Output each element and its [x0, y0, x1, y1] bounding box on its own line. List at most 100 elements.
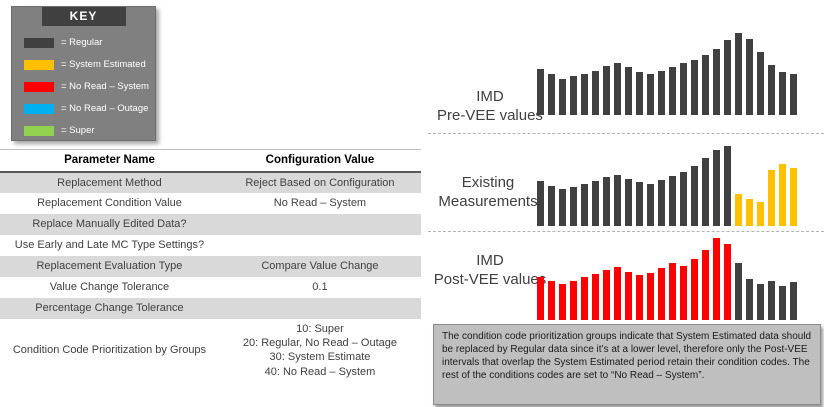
bar-no_read_system [603, 269, 610, 320]
param-cell: Use Early and Late MC Type Settings? [14, 239, 205, 252]
value-cell: 10: Super 20: Regular, No Read – Outage … [242, 322, 397, 378]
no-read-outage-swatch [24, 103, 54, 114]
bar-regular [658, 180, 665, 226]
bar-regular [581, 74, 588, 115]
value-cell [219, 298, 421, 319]
legend-item-system-estimated: = System Estimated [12, 59, 155, 70]
legend-item-regular: = Regular [12, 37, 155, 48]
table-row: Replacement Condition Value No Read – Sy… [0, 193, 421, 214]
bar-regular [537, 181, 544, 226]
bar-system_estimated [768, 170, 775, 226]
bar-regular [757, 51, 764, 115]
bar-no_read_system [625, 271, 632, 320]
table-row: Value Change Tolerance 0.1 [0, 277, 421, 298]
bar-regular [548, 74, 555, 115]
bar-no_read_system [713, 238, 720, 320]
bar-regular [636, 182, 643, 226]
bar-regular [570, 76, 577, 115]
bar-regular [570, 186, 577, 226]
bar-regular [779, 71, 786, 115]
param-cell: Replacement Evaluation Type [36, 260, 183, 273]
chart-label-existing-measurements: Existing Measurements [438, 174, 538, 210]
bar-no_read_system [537, 277, 544, 320]
value-cell: Reject Based on Configuration [245, 176, 395, 189]
bar-no_read_system [548, 281, 555, 320]
bar-regular [713, 150, 720, 226]
value-cell: 0.1 [312, 281, 328, 294]
value-cell: Compare Value Change [261, 260, 379, 273]
table-row: Condition Code Prioritization by Groups … [0, 319, 421, 382]
no-read-system-swatch [24, 81, 54, 92]
bar-regular [592, 70, 599, 115]
parameter-table: Parameter Name Configuration Value Repla… [0, 149, 421, 382]
bar-regular [548, 186, 555, 226]
table-row: Use Early and Late MC Type Settings? [0, 235, 421, 256]
key-title: KEY [41, 7, 126, 26]
bar-no_read_system [647, 273, 654, 320]
bar-system_estimated [757, 202, 764, 226]
bar-no_read_system [691, 259, 698, 320]
param-cell: Replace Manually Edited Data? [32, 218, 187, 231]
bar-regular [790, 74, 797, 115]
bar-regular [746, 279, 753, 320]
bar-regular [735, 33, 742, 115]
bar-regular [625, 66, 632, 115]
col-header-configuration-value: Configuration Value [218, 149, 421, 173]
value-cell [219, 214, 421, 235]
bar-regular [724, 146, 731, 226]
bar-regular [713, 49, 720, 115]
dashed-divider [428, 231, 824, 232]
super-swatch [24, 125, 54, 136]
bar-no_read_system [680, 265, 687, 320]
bar-regular [669, 66, 676, 115]
table-row: Replacement Evaluation Type Compare Valu… [0, 255, 421, 277]
bar-system_estimated [779, 163, 786, 226]
callout-note: The condition code prioritization groups… [433, 324, 821, 405]
table-row: Replace Manually Edited Data? [0, 213, 421, 235]
bar-regular [768, 64, 775, 115]
bar-regular [691, 166, 698, 226]
col-header-parameter-name: Parameter Name [0, 149, 219, 173]
bar-system_estimated [790, 167, 797, 226]
bar-regular [559, 78, 566, 115]
bar-regular [669, 176, 676, 226]
legend-label-no-read-outage: = No Read – Outage [61, 103, 149, 114]
bar-regular [647, 183, 654, 226]
param-cell: Replacement Method [57, 176, 162, 189]
bar-regular [559, 189, 566, 226]
legend-label-no-read-system: = No Read – System [61, 81, 149, 92]
bar-no_read_system [636, 274, 643, 320]
bar-regular [746, 38, 753, 115]
chart-label-post-vee: IMD Post-VEE values [433, 252, 547, 288]
bar-no_read_system [581, 277, 588, 320]
bar-regular [537, 69, 544, 115]
bar-no_read_system [669, 263, 676, 320]
bar-regular [779, 286, 786, 320]
bar-regular [790, 282, 797, 320]
bar-regular [647, 74, 654, 115]
table-row: Replacement Method Reject Based on Confi… [0, 171, 421, 193]
bar-no_read_system [658, 268, 665, 320]
bar-no_read_system [559, 283, 566, 320]
existing-measurements-bar-chart [537, 146, 801, 226]
bar-no_read_system [614, 266, 621, 320]
bar-no_read_system [592, 274, 599, 320]
bar-regular [680, 171, 687, 226]
bar-regular [636, 71, 643, 115]
bar-regular [757, 283, 764, 320]
regular-swatch [24, 37, 54, 48]
chart-label-pre-vee: IMD Pre-VEE values [437, 88, 543, 124]
key-legend: KEY = Regular = System Estimated = No Re… [11, 6, 156, 141]
bar-regular [702, 55, 709, 115]
table-row: Percentage Change Tolerance [0, 297, 421, 319]
legend-label-super: = Super [61, 125, 95, 136]
bar-no_read_system [702, 250, 709, 320]
bar-regular [702, 158, 709, 226]
value-cell: No Read – System [273, 197, 367, 210]
param-cell: Value Change Tolerance [49, 281, 170, 294]
legend-label-regular: = Regular [61, 37, 103, 48]
param-cell: Replacement Condition Value [37, 197, 182, 210]
bar-no_read_system [570, 280, 577, 320]
legend-label-system-estimated: = System Estimated [61, 59, 146, 70]
